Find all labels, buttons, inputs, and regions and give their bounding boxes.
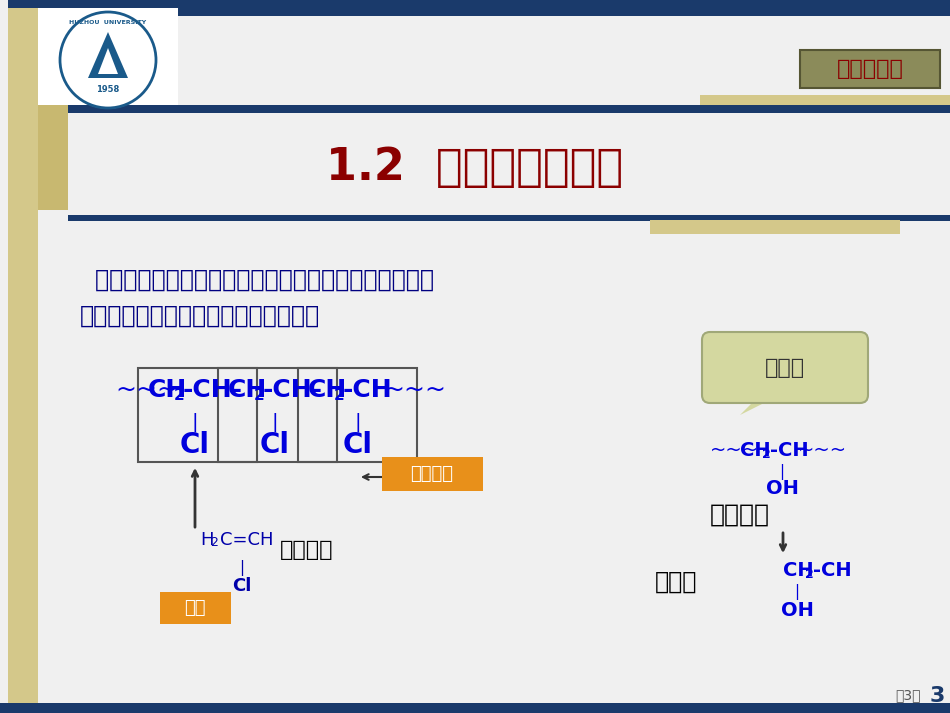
Text: 高分子化学: 高分子化学 — [837, 59, 903, 79]
FancyBboxPatch shape — [38, 8, 950, 16]
Text: |: | — [354, 412, 361, 432]
Text: 又如：: 又如： — [765, 358, 805, 378]
Text: 结构单元: 结构单元 — [410, 465, 453, 483]
FancyBboxPatch shape — [702, 332, 868, 403]
Text: OH: OH — [766, 478, 798, 498]
FancyBboxPatch shape — [382, 457, 483, 491]
Polygon shape — [740, 395, 780, 415]
Text: CH: CH — [783, 560, 813, 580]
Text: OH: OH — [781, 600, 813, 620]
Text: |: | — [239, 560, 244, 576]
Polygon shape — [98, 48, 118, 74]
Text: CH: CH — [228, 378, 267, 402]
Text: ~~~: ~~~ — [115, 378, 178, 402]
Text: |: | — [779, 464, 785, 480]
FancyBboxPatch shape — [8, 8, 38, 713]
Text: ~~~: ~~~ — [710, 441, 759, 459]
Text: C=CH: C=CH — [220, 531, 274, 549]
Text: Cl: Cl — [233, 577, 252, 595]
Text: Cl: Cl — [180, 431, 210, 459]
Text: CH: CH — [740, 441, 770, 459]
Text: |: | — [794, 584, 800, 600]
Text: ~~~: ~~~ — [383, 378, 446, 402]
FancyBboxPatch shape — [160, 592, 231, 624]
FancyBboxPatch shape — [68, 105, 950, 113]
Text: Cl: Cl — [343, 431, 373, 459]
Text: |: | — [192, 412, 199, 432]
Text: 2: 2 — [805, 568, 814, 582]
Text: CH: CH — [308, 378, 348, 402]
Text: -CH-: -CH- — [263, 378, 323, 402]
FancyBboxPatch shape — [38, 105, 68, 210]
Text: 2: 2 — [762, 448, 770, 461]
Text: Cl: Cl — [260, 431, 290, 459]
FancyBboxPatch shape — [0, 0, 950, 8]
FancyBboxPatch shape — [650, 220, 900, 234]
Text: 2: 2 — [210, 536, 218, 550]
FancyBboxPatch shape — [0, 703, 950, 713]
Text: ~~~: ~~~ — [798, 441, 847, 459]
Text: -CH: -CH — [770, 441, 808, 459]
Circle shape — [60, 12, 156, 108]
Polygon shape — [88, 32, 128, 78]
Text: -CH: -CH — [343, 378, 392, 402]
Text: 1958: 1958 — [96, 86, 120, 95]
Text: 乙烯醇: 乙烯醇 — [655, 570, 697, 594]
Text: 2: 2 — [254, 389, 265, 404]
Text: 单体: 单体 — [184, 599, 206, 617]
Text: |: | — [272, 412, 278, 432]
FancyBboxPatch shape — [0, 0, 8, 713]
Text: -CH: -CH — [813, 560, 851, 580]
Text: 1.2  高分子基本概念: 1.2 高分子基本概念 — [327, 146, 623, 190]
Text: 2: 2 — [334, 389, 345, 404]
Text: 2: 2 — [174, 389, 184, 404]
FancyBboxPatch shape — [38, 8, 178, 108]
Text: CH: CH — [148, 378, 187, 402]
Text: 聚合物分子结构必须是由多个重复单元所构成，并且这
些重复单元是由相应小分子衍生而来。: 聚合物分子结构必须是由多个重复单元所构成，并且这 些重复单元是由相应小分子衍生而… — [80, 268, 434, 327]
Text: 聚乙烯醇: 聚乙烯醇 — [710, 503, 770, 527]
Text: HUZHOU  UNIVERSITY: HUZHOU UNIVERSITY — [69, 19, 146, 24]
Text: H: H — [200, 531, 214, 549]
Text: 聚氯乙烯: 聚氯乙烯 — [280, 540, 333, 560]
Text: 3: 3 — [929, 686, 944, 706]
Text: 第3页: 第3页 — [895, 688, 921, 702]
FancyBboxPatch shape — [800, 50, 940, 88]
Text: -CH-: -CH- — [183, 378, 243, 402]
Circle shape — [70, 22, 146, 98]
FancyBboxPatch shape — [68, 215, 950, 221]
FancyBboxPatch shape — [700, 95, 950, 113]
